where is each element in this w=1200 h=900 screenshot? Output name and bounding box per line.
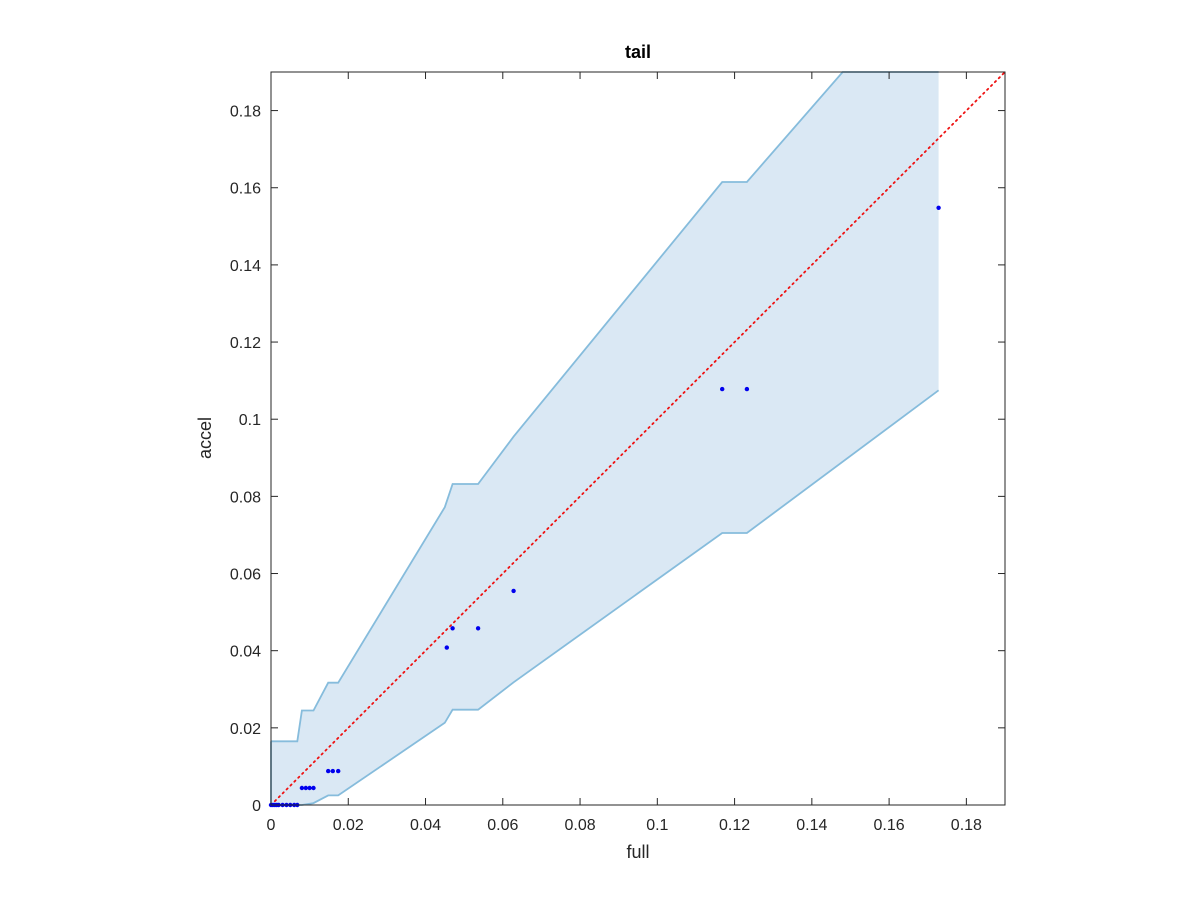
data-point [720,386,725,392]
data-point [307,785,312,791]
y-axis-label: accel [195,417,215,459]
x-tick-label: 0.02 [333,817,364,834]
x-axis-ticks: 0 0.02 0.04 0.06 0.08 0.1 0.12 0.14 0.16 0.18 [267,72,982,834]
y-tick-label: 0.02 [230,721,261,738]
data-point [475,626,481,631]
x-tick-label: 0.12 [719,817,750,834]
x-tick-label: 0.18 [951,817,982,834]
data-point [311,785,316,791]
data-point [450,626,455,631]
x-tick-label: 0.16 [874,817,905,834]
band-upper-edge [271,71,939,743]
y-tick-label: 0.1 [239,412,261,429]
x-tick-label: 0.08 [564,817,595,834]
confidence-band [270,71,940,806]
data-points [268,205,941,808]
y-tick-label: 0.18 [230,104,261,121]
identity-line [270,71,1006,806]
chart-title: tail [625,42,651,62]
x-axis-label: full [626,842,649,862]
y-tick-label: 0.08 [230,489,261,506]
data-point [511,588,516,594]
y-tick-label: 0 [252,798,261,815]
data-point [330,768,335,774]
x-tick-label: 0.06 [487,817,518,834]
data-point [444,645,449,650]
band-lower-edge [271,389,940,806]
data-point [326,768,331,774]
band-fill [271,72,939,805]
y-tick-label: 0.14 [230,258,261,275]
data-point [336,768,341,774]
y-tick-label: 0.06 [230,567,261,584]
reference-line [270,71,1006,806]
x-tick-label: 0.04 [410,817,441,834]
data-point [936,205,941,210]
axes-box [270,71,1006,806]
y-tick-label: 0.16 [230,181,261,198]
y-tick-label: 0.12 [230,335,261,352]
x-tick-label: 0.1 [646,817,668,834]
y-axis-ticks: 0 0.02 0.04 0.06 0.08 0.1 0.12 0.14 0.16 0.18 [230,104,1005,815]
data-point [299,785,305,791]
y-tick-label: 0.04 [230,644,261,661]
data-point [303,785,308,791]
x-tick-label: 0.14 [796,817,827,834]
data-point [744,386,750,392]
x-tick-label: 0 [267,817,276,834]
